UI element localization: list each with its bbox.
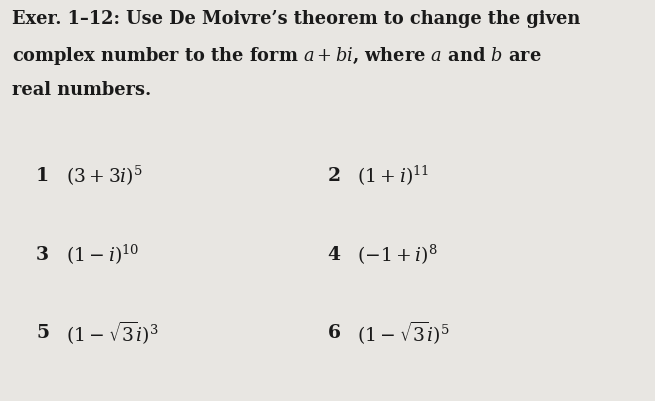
Text: $(-1 + i)^8$: $(-1 + i)^8$ xyxy=(357,243,438,267)
Text: 5: 5 xyxy=(36,324,49,342)
Text: 2: 2 xyxy=(328,168,341,185)
Text: 4: 4 xyxy=(328,246,341,263)
Text: 6: 6 xyxy=(328,324,341,342)
Text: complex number to the form $a + bi$, where $a$ and $b$ are: complex number to the form $a + bi$, whe… xyxy=(12,45,542,67)
Text: Exer. 1–12: Use De Moivre’s theorem to change the given: Exer. 1–12: Use De Moivre’s theorem to c… xyxy=(12,10,580,28)
Text: $(1 - i)^{10}$: $(1 - i)^{10}$ xyxy=(66,243,139,267)
Text: $(3 + 3i)^5$: $(3 + 3i)^5$ xyxy=(66,164,142,188)
Text: $(1 - \sqrt{3}i)^3$: $(1 - \sqrt{3}i)^3$ xyxy=(66,319,158,346)
Text: real numbers.: real numbers. xyxy=(12,81,151,99)
Text: 1: 1 xyxy=(36,168,49,185)
Text: 3: 3 xyxy=(36,246,49,263)
Text: $(1 + i)^{11}$: $(1 + i)^{11}$ xyxy=(357,164,429,188)
Text: $(1 - \sqrt{3}i)^5$: $(1 - \sqrt{3}i)^5$ xyxy=(357,319,449,346)
